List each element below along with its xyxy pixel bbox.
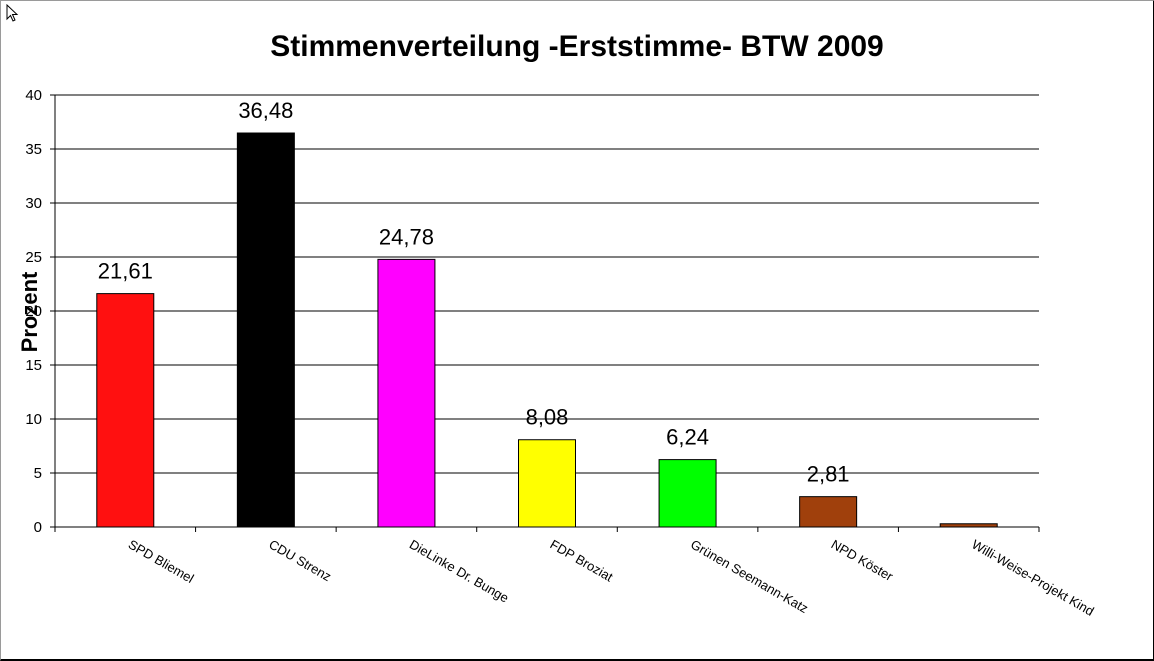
y-tick-label: 15 <box>25 357 42 374</box>
bar <box>236 132 295 528</box>
y-tick-label: 25 <box>25 249 42 266</box>
bars <box>96 132 998 528</box>
data-label: 24,78 <box>379 224 434 249</box>
bar <box>799 496 858 528</box>
x-tick-label: NPD Köster <box>829 537 897 585</box>
x-tick-label: Grünen Seemann-Katz <box>688 537 811 616</box>
x-tick-label: Willi-Weise-Projekt Kind <box>969 537 1096 619</box>
y-axis-label: Prozent <box>17 271 42 352</box>
y-axis: 0 5 10 15 20 25 30 35 40 <box>25 87 56 536</box>
bar <box>96 293 155 528</box>
data-label: 21,61 <box>98 259 153 284</box>
data-label: 6,24 <box>666 425 709 450</box>
bar <box>518 439 576 528</box>
data-label: 36,48 <box>238 98 293 123</box>
x-tick-label: SPD Bliemel <box>126 537 197 587</box>
bar <box>658 459 717 528</box>
y-tick-label: 35 <box>25 141 42 158</box>
chart-title: Stimmenverteilung -Erststimme- BTW 2009 <box>270 30 884 63</box>
y-tick-label: 5 <box>34 465 42 482</box>
y-tick-label: 30 <box>25 195 42 212</box>
x-tick-label: FDP Broziat <box>548 537 616 585</box>
y-tick-label: 40 <box>25 87 42 104</box>
x-tick-label: DieLinke Dr. Bunge <box>407 537 512 606</box>
x-axis: SPD Bliemel CDU Strenz DieLinke Dr. Bunge F… <box>54 526 1097 619</box>
gridlines <box>55 94 1039 474</box>
data-labels: 21,61 36,48 24,78 8,08 6,24 2,81 <box>98 98 850 487</box>
data-label: 2,81 <box>807 462 850 487</box>
y-tick-label: 10 <box>25 411 42 428</box>
x-tick-label: CDU Strenz <box>266 537 334 585</box>
data-label: 8,08 <box>526 405 569 430</box>
y-tick-label: 20 <box>25 303 42 320</box>
mouse-pointer-icon <box>6 4 19 22</box>
y-tick-label: 0 <box>34 519 42 536</box>
bar <box>377 258 436 528</box>
